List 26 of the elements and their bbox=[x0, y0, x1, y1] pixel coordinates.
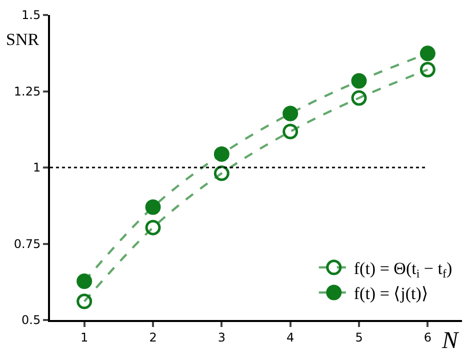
point bbox=[351, 90, 367, 106]
x-tick-label: 6 bbox=[424, 330, 432, 344]
point bbox=[282, 124, 298, 140]
legend-label: f(t) = ⟨j(t)⟩ bbox=[354, 284, 428, 304]
x-tick-label: 4 bbox=[286, 330, 294, 344]
y-tick-label: 1.5 bbox=[22, 8, 41, 22]
y-tick-label: 1 bbox=[32, 160, 41, 175]
x-tick-label: 2 bbox=[149, 330, 157, 344]
point bbox=[351, 73, 367, 89]
point bbox=[420, 46, 436, 62]
point bbox=[282, 106, 298, 122]
y-tick-label: 1.25 bbox=[14, 84, 41, 98]
point bbox=[145, 199, 161, 215]
x-axis-title: N bbox=[441, 328, 460, 352]
x-tick-label: 3 bbox=[218, 330, 226, 344]
y-axis-title: SNR bbox=[6, 30, 40, 49]
y-tick-label: 0.75 bbox=[14, 236, 41, 251]
y-tick-label: 0.5 bbox=[22, 313, 41, 328]
point bbox=[420, 62, 436, 78]
point bbox=[214, 146, 230, 162]
legend-label: f(t) = Θ(t$_{i}$ − t$_{f}$) bbox=[354, 259, 452, 281]
point bbox=[145, 220, 161, 236]
point bbox=[76, 274, 92, 290]
point bbox=[76, 294, 92, 310]
x-tick-label: 1 bbox=[80, 330, 88, 344]
x-tick-label: 5 bbox=[355, 330, 363, 344]
